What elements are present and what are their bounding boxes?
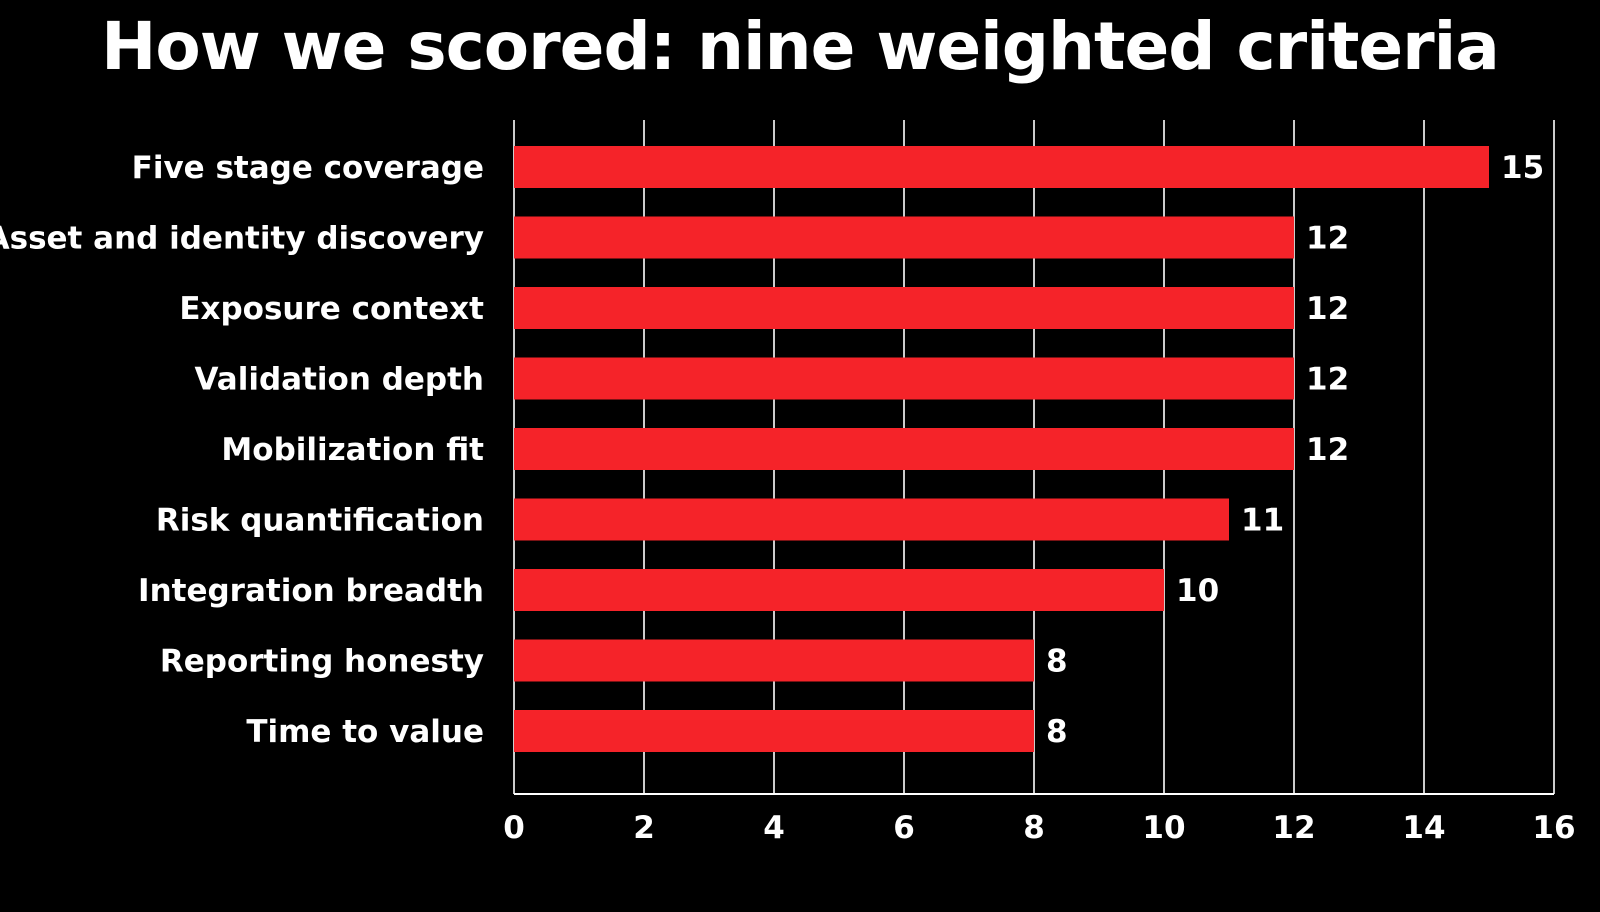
bar [514,569,1164,611]
x-tick-label: 8 [1023,810,1045,846]
x-tick-label: 2 [633,810,655,846]
x-tick-label: 10 [1142,810,1185,846]
x-tick-label: 16 [1532,810,1575,846]
bar [514,710,1034,752]
bar [514,498,1229,541]
value-label: 8 [1046,644,1068,680]
value-label: 15 [1501,150,1544,186]
bar [514,146,1489,188]
category-label: Integration breadth [138,573,484,609]
bar [514,428,1294,470]
x-tick-label: 6 [893,810,915,846]
x-axis: 0 2 4 6 8 10 12 14 16 [503,793,1576,846]
category-label: Mobilization fit [221,432,484,468]
bar [514,357,1294,400]
category-label: Exposure context [179,291,484,327]
bars [514,146,1489,752]
bar [514,639,1034,682]
bar [514,216,1294,259]
value-label: 11 [1241,503,1284,539]
value-label: 8 [1046,714,1068,750]
bar [514,287,1294,329]
labels: Five stage coverage 15 Asset and identity … [0,150,1544,750]
value-label: 10 [1176,573,1219,609]
category-label: Validation depth [195,362,484,398]
x-tick-label: 14 [1402,810,1445,846]
category-label: Asset and identity discovery [0,221,484,257]
value-label: 12 [1306,291,1349,327]
value-label: 12 [1306,362,1349,398]
chart-title: How we scored: nine weighted criteria [101,8,1500,85]
value-label: 12 [1306,432,1349,468]
category-label: Risk quantification [156,503,484,539]
category-label: Reporting honesty [160,644,484,680]
value-label: 12 [1306,221,1349,257]
category-label: Time to value [246,714,484,750]
category-label: Five stage coverage [132,150,484,186]
x-tick-label: 12 [1272,810,1315,846]
x-tick-label: 4 [763,810,785,846]
x-tick-label: 0 [503,810,525,846]
